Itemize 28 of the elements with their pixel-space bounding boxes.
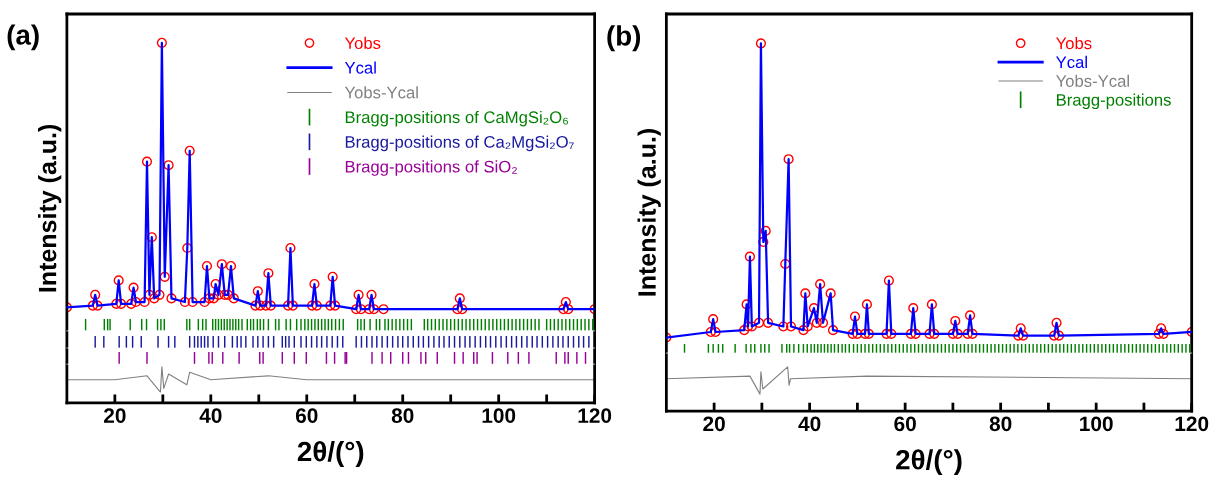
chart-title: (a)	[7, 24, 39, 51]
legend-label: Yobs	[1056, 36, 1092, 50]
x-axis-title: 2θ/(°)	[896, 449, 962, 476]
y-axis-title: Intensity (a.u.)	[637, 129, 661, 296]
x-tick-label: 100	[482, 408, 516, 423]
legend-label: Ycal	[1056, 55, 1087, 69]
legend-label: Yobs-Ycal	[1056, 74, 1129, 87]
x-tick-label: 120	[578, 408, 612, 423]
legend-label: Ycal	[344, 61, 376, 74]
x-tick-label: 80	[989, 416, 1012, 432]
x-tick-label: 60	[894, 416, 916, 432]
legend-label: Bragg-positions	[1057, 93, 1171, 110]
legend-label: Bragg-positions of CaMgSi₂O₆	[345, 110, 568, 127]
legend-label: Bragg-positions of Ca₂MgSi₂O₇	[345, 135, 574, 152]
y-axis-title: Intensity (a.u.)	[38, 124, 62, 292]
x-tick-label: 40	[199, 408, 222, 423]
x-tick-label: 60	[295, 408, 318, 423]
x-tick-label: 20	[103, 408, 126, 423]
x-tick-label: 20	[703, 416, 725, 432]
chart-title: (b)	[607, 25, 641, 52]
x-tick-label: 40	[798, 416, 821, 432]
x-axis-title: 2θ/(°)	[297, 440, 364, 467]
legend-label: Yobs	[344, 36, 381, 50]
legend-label: Bragg-positions of SiO₂	[345, 160, 517, 176]
x-tick-label: 100	[1080, 416, 1113, 432]
x-tick-label: 80	[391, 408, 414, 423]
x-tick-label: 120	[1175, 416, 1209, 432]
legend-label: Yobs-Ycal	[344, 86, 418, 99]
